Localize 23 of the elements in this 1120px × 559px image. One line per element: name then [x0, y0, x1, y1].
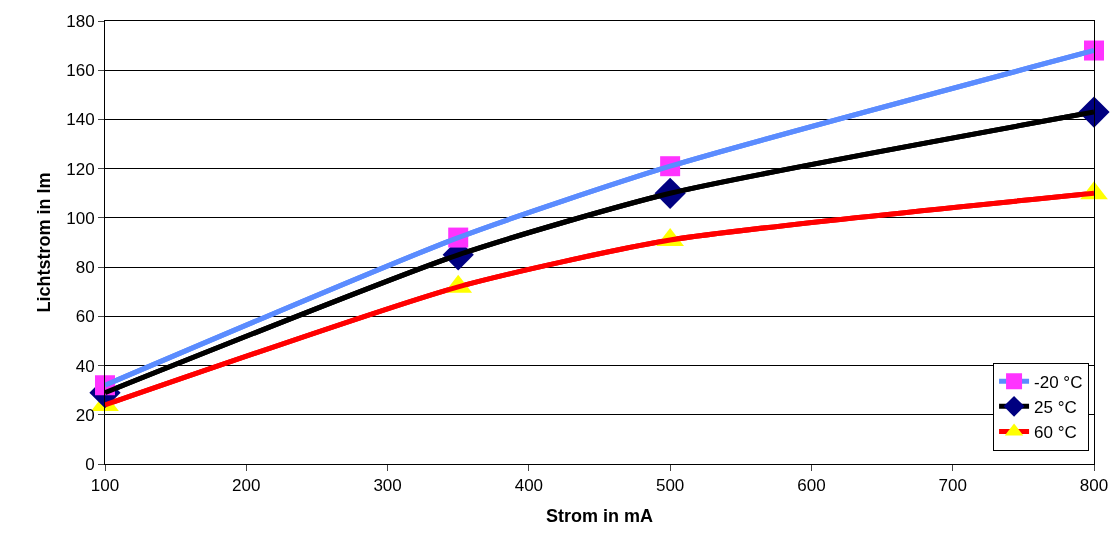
y-tick-label: 80	[75, 258, 95, 278]
y-tick-label: 20	[75, 405, 95, 425]
x-tick-label: 400	[514, 476, 544, 496]
legend-label: 25 °C	[1034, 397, 1077, 417]
x-tick-label: 100	[90, 476, 120, 496]
x-tick-label: 200	[232, 476, 261, 496]
x-tick-label: 600	[797, 476, 826, 496]
y-tick-label: 0	[85, 454, 95, 474]
y-tick-label: 40	[75, 356, 95, 376]
x-tick-label: 800	[1079, 476, 1109, 496]
y-tick-label: 140	[66, 110, 95, 130]
x-tick-label: 300	[373, 476, 402, 496]
legend-label: -20 °C	[1034, 372, 1083, 392]
y-tick-label: 60	[75, 307, 95, 327]
y-tick-label: 160	[66, 61, 95, 81]
y-tick-label: 180	[66, 11, 95, 31]
y-tick-label: 120	[66, 159, 95, 179]
x-tick-label: 500	[655, 476, 685, 496]
legend-label: 60 °C	[1034, 423, 1077, 443]
y-tick-label: 100	[66, 208, 95, 228]
x-tick-label: 700	[938, 476, 967, 496]
x-axis-title: Strom in mA	[545, 505, 654, 526]
y-axis-title: Lichtstrom in lm	[34, 172, 55, 313]
